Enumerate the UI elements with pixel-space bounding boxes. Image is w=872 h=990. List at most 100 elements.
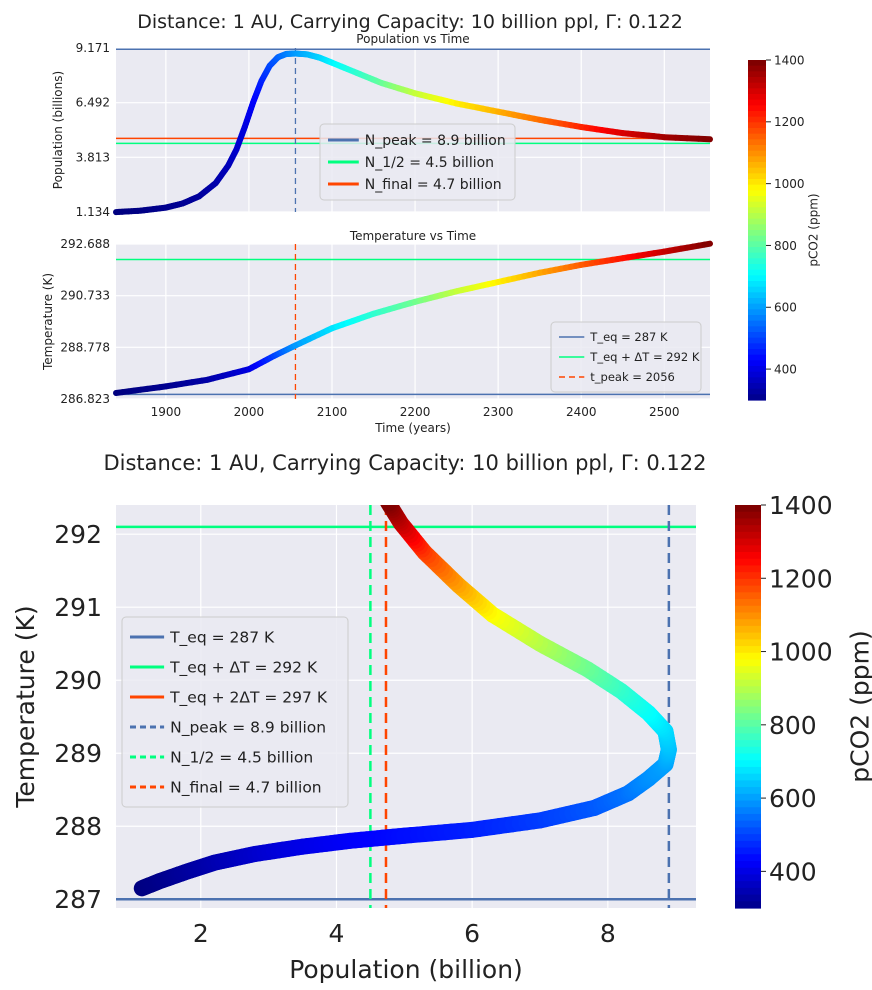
bottom-colorbar-slice (735, 794, 761, 801)
bottom-colorbar-slice (735, 814, 761, 821)
top-colorbar-slice (748, 394, 766, 400)
phase-ytick-label: 288 (54, 812, 102, 841)
top-colorbar-slice (748, 100, 766, 106)
pop-ytick-label: 6.492 (76, 96, 110, 110)
bottom-colorbar-slice (735, 545, 761, 552)
phase-ytick-label: 287 (54, 885, 102, 914)
bottom-colorbar-slice (735, 552, 761, 559)
top-colorbar-slice (748, 292, 766, 298)
top-colorbar-slice (748, 185, 766, 191)
temp-xtick-label: 1900 (151, 405, 182, 419)
top-colorbar-slice (748, 156, 766, 162)
temp-xtick-label: 2300 (483, 405, 514, 419)
bottom-colorbar-slice (735, 713, 761, 720)
bottom-colorbar-slice (735, 740, 761, 747)
bottom-colorbar-slice (735, 505, 761, 512)
top-colorbar-slice (748, 105, 766, 111)
top-colorbar-slice (748, 236, 766, 242)
phase-legend-label: N_1/2 = 4.5 billion (170, 749, 313, 768)
temp-ytick-label: 292.688 (60, 237, 110, 251)
top-colorbar-slice (748, 179, 766, 185)
pop-panel-title: Population vs Time (356, 32, 469, 46)
phase-y-axis-label: Temperature (K) (11, 605, 40, 808)
bottom-colorbar-slice (735, 707, 761, 714)
temp-legend-label: T_eq + ΔT = 292 K (589, 350, 700, 364)
top-colorbar-slice (748, 145, 766, 151)
top-colorbar-slice (748, 219, 766, 225)
top-colorbar-slice (748, 241, 766, 247)
top-colorbar-slice (748, 202, 766, 208)
top-colorbar-slice (748, 270, 766, 276)
top-colorbar-slice (748, 117, 766, 123)
bottom-colorbar-slice (735, 512, 761, 519)
top-colorbar-tick-label: 1000 (774, 177, 805, 191)
top-colorbar-slice (748, 253, 766, 259)
bottom-colorbar-slice (735, 646, 761, 653)
bottom-colorbar-slice (735, 539, 761, 546)
top-colorbar-slice (748, 134, 766, 140)
bottom-colorbar-slice (735, 827, 761, 834)
top-colorbar-tick-label: 800 (774, 239, 797, 253)
bottom-colorbar-slice (735, 612, 761, 619)
bottom-colorbar-slice (735, 606, 761, 613)
bottom-colorbar-slice (735, 666, 761, 673)
bottom-colorbar-slice (735, 626, 761, 633)
top-colorbar-slice (748, 377, 766, 383)
pop-ytick-label: 9.171 (76, 41, 110, 55)
top-figure-title: Distance: 1 AU, Carrying Capacity: 10 bi… (137, 11, 683, 33)
bottom-colorbar-slice (735, 760, 761, 767)
phase-legend-label: N_peak = 8.9 billion (170, 719, 326, 738)
bottom-colorbar-slice (735, 633, 761, 640)
bottom-colorbar-slice (735, 559, 761, 566)
phase-legend-label: T_eq + 2ΔT = 297 K (169, 689, 328, 708)
temp-legend-label: T_eq = 287 K (589, 330, 668, 344)
top-colorbar-slice (748, 122, 766, 128)
phase-curve-segment (387, 501, 388, 503)
top-colorbar-slice (748, 321, 766, 327)
top-colorbar-slice (748, 139, 766, 145)
bottom-colorbar-slice (735, 525, 761, 532)
bottom-colorbar-slice (735, 653, 761, 660)
bottom-colorbar-slice (735, 787, 761, 794)
bottom-colorbar-slice (735, 639, 761, 646)
temp-ytick-label: 286.823 (60, 392, 110, 406)
top-colorbar-slice (748, 162, 766, 168)
bottom-colorbar-slice (735, 586, 761, 593)
top-colorbar-slice (748, 343, 766, 349)
bottom-colorbar-slice (735, 861, 761, 868)
bottom-colorbar-tick-label: 400 (769, 857, 817, 886)
phase-x-axis-label: Population (billion) (289, 955, 523, 984)
bottom-colorbar-slice (735, 592, 761, 599)
temp-xtick-label: 2500 (649, 405, 680, 419)
phase-ytick-label: 291 (54, 593, 102, 622)
bottom-colorbar-slice (735, 754, 761, 761)
top-colorbar-slice (748, 389, 766, 395)
top-colorbar-label: pCO2 (ppm) (807, 193, 821, 266)
bottom-colorbar-slice (735, 733, 761, 740)
bottom-colorbar-slice (735, 686, 761, 693)
top-colorbar-slice (748, 349, 766, 355)
top-colorbar-slice (748, 77, 766, 83)
top-colorbar-slice (748, 207, 766, 213)
temp-panel-title: Temperature vs Time (349, 229, 476, 243)
temp-legend-label: t_peak = 2056 (590, 370, 675, 384)
top-colorbar-slice (748, 281, 766, 287)
bottom-colorbar-slice (735, 848, 761, 855)
pop-legend-label: N_peak = 8.9 billion (365, 133, 506, 149)
temp-ytick-label: 288.778 (60, 340, 110, 354)
phase-legend-label: T_eq = 287 K (169, 629, 275, 648)
temp-xtick-label: 2200 (400, 405, 431, 419)
phase-ytick-label: 292 (54, 520, 102, 549)
top-colorbar-slice (748, 366, 766, 372)
temp-xtick-label: 2000 (234, 405, 265, 419)
bottom-colorbar-slice (735, 532, 761, 539)
bottom-colorbar-slice (735, 807, 761, 814)
bottom-colorbar-slice (735, 895, 761, 902)
bottom-colorbar-slice (735, 700, 761, 707)
bottom-colorbar-slice (735, 767, 761, 774)
bottom-colorbar-slice (735, 821, 761, 828)
top-colorbar-slice (748, 224, 766, 230)
bottom-colorbar-slice (735, 693, 761, 700)
top-colorbar-slice (748, 94, 766, 100)
top-colorbar-slice (748, 326, 766, 332)
